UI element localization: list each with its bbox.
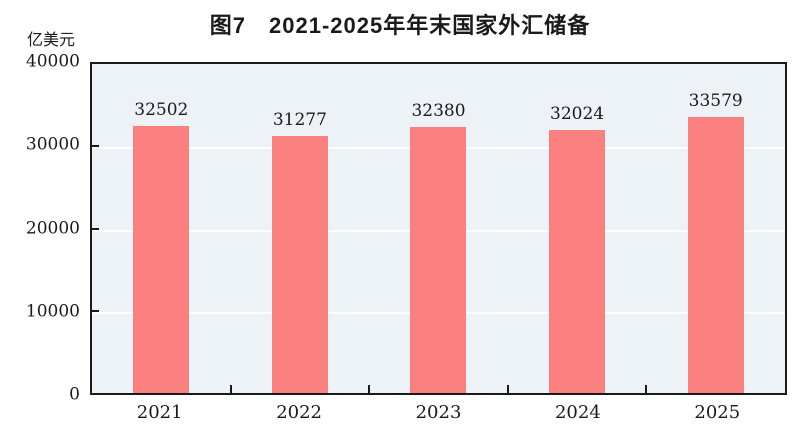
x-axis: 2021 2022 2023 2024 2025	[90, 402, 787, 428]
chart-title: 图7 2021-2025年年末国家外汇储备	[209, 13, 591, 38]
x-tick-label: 2024	[554, 402, 601, 423]
bar-value-label: 33579	[688, 90, 743, 111]
x-tick-label: 2022	[276, 402, 322, 423]
bar: 31277	[271, 110, 328, 393]
y-tick-label: 10000	[25, 301, 80, 322]
bar-value-label: 32380	[411, 100, 466, 121]
x-tick-mark	[645, 385, 648, 393]
bar-group: 32502	[92, 64, 231, 393]
y-tick-label: 40000	[25, 51, 80, 72]
y-tick-label: 0	[69, 384, 80, 405]
bar-group: 32380	[369, 64, 508, 393]
y-axis-unit-label: 亿美元	[27, 32, 76, 49]
y-tick-label: 20000	[25, 218, 80, 238]
bar-group: 33579	[646, 64, 785, 393]
bar: 32380	[410, 101, 467, 393]
y-tick-mark	[92, 145, 99, 148]
bar-value-label: 32502	[134, 99, 189, 120]
y-tick-mark	[92, 227, 99, 230]
x-tick-mark	[229, 385, 232, 393]
bar-value-label: 32024	[550, 103, 605, 124]
y-tick-mark	[92, 309, 99, 312]
x-tick-label: 2025	[694, 402, 741, 423]
bar: 32502	[133, 100, 190, 393]
x-tick-mark	[506, 385, 509, 393]
bar-group: 31277	[231, 64, 370, 393]
y-axis: 0 10000 20000 30000 40000	[0, 53, 80, 403]
bar-group: 32024	[508, 64, 647, 393]
x-tick-label: 2021	[136, 402, 183, 423]
x-tick-label: 2023	[415, 402, 462, 423]
bar: 32024	[549, 104, 606, 393]
plot-area: 32502 31277 32380 32024 33579	[90, 62, 787, 395]
y-tick-label: 30000	[25, 134, 80, 155]
x-tick-mark	[368, 385, 371, 393]
bar: 33579	[687, 91, 744, 393]
bar-value-label: 31277	[272, 109, 327, 130]
